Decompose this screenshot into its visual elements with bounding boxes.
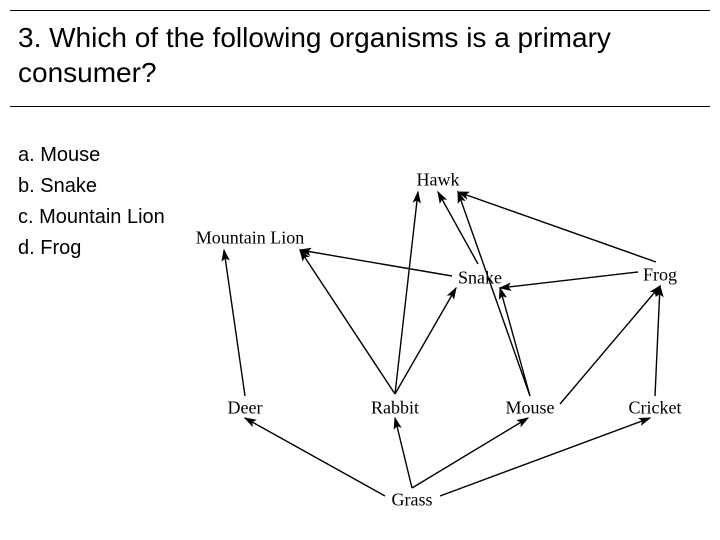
- option-label: Mouse: [40, 144, 100, 166]
- rule-top: [10, 10, 710, 11]
- edge-frog-snake: [500, 272, 638, 288]
- option-letter: b.: [18, 175, 40, 197]
- answer-options: a. Mouseb. Snakec. Mountain Liond. Frog: [18, 140, 165, 264]
- option-letter: d.: [18, 237, 40, 259]
- option-a[interactable]: a. Mouse: [18, 140, 165, 171]
- node-deer: Deer: [228, 398, 263, 419]
- option-b[interactable]: b. Snake: [18, 171, 165, 202]
- node-frog: Frog: [643, 265, 677, 286]
- node-cricket: Cricket: [629, 398, 682, 419]
- edge-frog-hawk: [458, 192, 656, 262]
- edge-grass-mouse: [412, 418, 528, 488]
- slide: 3. Which of the following organisms is a…: [0, 0, 720, 540]
- edge-snake-mountainlion: [300, 250, 452, 276]
- option-c[interactable]: c. Mountain Lion: [18, 202, 165, 233]
- node-grass: Grass: [392, 490, 433, 511]
- edge-grass-deer: [245, 418, 385, 496]
- edge-cricket-frog: [655, 286, 660, 396]
- node-hawk: Hawk: [417, 170, 460, 191]
- edge-mouse-snake: [500, 288, 530, 396]
- rule-under-question: [10, 106, 710, 107]
- edge-mouse-hawk: [458, 192, 530, 396]
- edge-rabbit-hawk: [395, 192, 418, 394]
- option-label: Snake: [40, 175, 97, 197]
- option-letter: a.: [18, 144, 40, 166]
- edge-deer-mountainlion: [224, 250, 245, 396]
- option-label: Frog: [40, 237, 81, 259]
- question-text: 3. Which of the following organisms is a…: [18, 20, 698, 90]
- node-mouse: Mouse: [506, 398, 555, 419]
- edge-grass-cricket: [440, 418, 650, 496]
- edge-snake-hawk: [438, 192, 478, 264]
- edge-rabbit-mountainlion: [300, 250, 395, 394]
- edge-mouse-frog: [560, 286, 660, 404]
- edge-rabbit-snake: [395, 288, 456, 394]
- node-rabbit: Rabbit: [371, 398, 419, 419]
- option-label: Mountain Lion: [39, 206, 165, 228]
- option-letter: c.: [18, 206, 39, 228]
- edge-grass-rabbit: [395, 418, 412, 488]
- node-mountainlion: Mountain Lion: [196, 228, 305, 249]
- option-d[interactable]: d. Frog: [18, 233, 165, 264]
- node-snake: Snake: [458, 268, 502, 289]
